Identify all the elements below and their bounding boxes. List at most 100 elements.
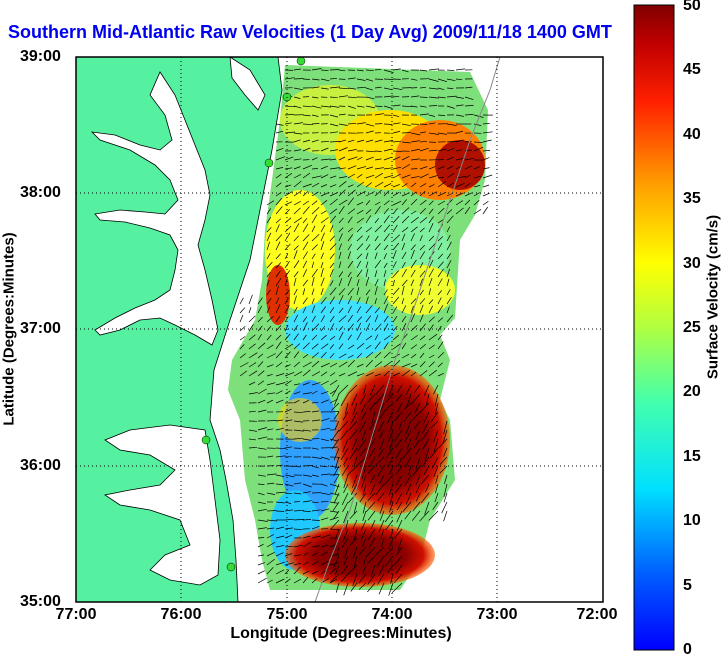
velocity-arrow: [401, 233, 406, 242]
velocity-arrow: [347, 360, 355, 368]
velocity-arrow: [257, 361, 264, 368]
velocity-arrow: [266, 382, 276, 386]
velocity-arrow: [257, 342, 266, 350]
velocity-arrow: [361, 474, 367, 489]
velocity-arrow: [284, 333, 291, 341]
velocity-arrow: [358, 546, 367, 555]
velocity-arrow: [293, 314, 299, 323]
velocity-arrow: [395, 492, 403, 505]
velocity-arrow: [347, 122, 357, 125]
velocity-arrow: [293, 277, 297, 287]
velocity-arrow: [248, 294, 253, 305]
velocity-arrow: [392, 316, 398, 323]
velocity-arrow: [352, 519, 358, 530]
velocity-arrow: [275, 130, 284, 134]
velocity-arrow: [347, 216, 353, 224]
velocity-arrow: [275, 351, 283, 359]
velocity-arrow: [347, 295, 353, 305]
velocity-arrow: [284, 483, 294, 487]
colorbar-tick: 15: [683, 448, 701, 465]
velocity-arrow: [401, 155, 410, 161]
velocity-arrow: [415, 483, 421, 494]
velocity-arrow: [356, 217, 365, 224]
velocity-arrow: [383, 402, 394, 413]
velocity-arrow: [428, 299, 434, 305]
velocity-arrow: [375, 384, 385, 395]
velocity-arrow: [383, 361, 392, 368]
velocity-arrow: [311, 206, 320, 215]
velocity-arrow: [347, 243, 353, 251]
velocity-arrow: [338, 233, 343, 242]
velocity-arrow: [338, 331, 344, 341]
velocity-arrow: [293, 250, 298, 260]
x-tick-label: 73:00: [476, 606, 518, 623]
velocity-arrow: [320, 456, 330, 460]
velocity-arrow: [464, 199, 471, 206]
velocity-arrow: [365, 344, 372, 350]
velocity-arrow: [437, 236, 444, 242]
velocity-arrow: [378, 564, 385, 577]
velocity-arrow: [331, 402, 340, 411]
velocity-arrow: [482, 206, 488, 215]
velocity-arrow: [302, 535, 311, 539]
velocity-arrow: [379, 510, 385, 521]
velocity-arrow: [311, 352, 319, 359]
velocity-arrow: [340, 564, 349, 576]
x-tick-label: 76:00: [160, 606, 202, 623]
velocity-arrow: [434, 393, 439, 407]
velocity-arrow: [419, 298, 426, 305]
velocity-arrow: [392, 150, 402, 152]
velocity-arrow: [446, 297, 452, 305]
velocity-arrow: [378, 447, 385, 457]
velocity-arrow: [275, 362, 283, 368]
velocity-arrow: [437, 207, 445, 215]
velocity-arrow: [401, 215, 410, 224]
velocity-arrow: [446, 172, 455, 179]
velocity-arrow: [369, 384, 376, 396]
x-tick-label: 77:00: [55, 606, 97, 623]
velocity-arrow: [338, 227, 344, 233]
velocity-arrow: [329, 380, 338, 386]
velocity-arrow: [320, 232, 325, 242]
velocity-arrow: [369, 420, 376, 430]
velocity-arrow: [275, 278, 282, 287]
velocity-arrow: [374, 270, 378, 278]
velocity-arrow: [401, 315, 407, 323]
velocity-arrow: [362, 501, 367, 514]
velocity-arrow: [392, 156, 401, 161]
velocity-arrow: [431, 411, 439, 422]
velocity-arrow: [257, 388, 267, 395]
velocity-arrow: [356, 122, 366, 125]
velocity-arrow: [370, 564, 376, 578]
colorbar-tick: 0: [683, 641, 692, 658]
velocity-arrow: [347, 564, 358, 575]
velocity-arrow: [311, 334, 318, 341]
velocity-arrow: [320, 343, 329, 350]
velocity-arrow: [393, 555, 403, 566]
velocity-arrow: [275, 535, 285, 539]
velocity-arrow: [338, 217, 344, 224]
velocity-arrow: [356, 235, 363, 242]
velocity-arrow: [446, 147, 455, 152]
velocity-arrow: [329, 123, 339, 127]
velocity-arrow: [362, 564, 367, 574]
x-tick-label: 75:00: [266, 606, 308, 623]
velocity-arrow: [392, 173, 401, 179]
velocity-arrow: [320, 570, 327, 575]
velocity-arrow: [433, 429, 439, 443]
x-axis-label: Longitude (Degrees:Minutes): [230, 625, 452, 642]
velocity-arrow: [422, 456, 430, 467]
velocity-arrow: [302, 297, 308, 305]
velocity-arrow: [425, 393, 430, 406]
velocity-arrow: [392, 224, 398, 233]
velocity-arrow: [320, 210, 327, 215]
velocity-arrow: [414, 384, 421, 393]
velocity-arrow: [455, 114, 464, 117]
velocity-arrow: [374, 113, 384, 116]
velocity-arrow: [410, 210, 417, 215]
velocity-arrow: [257, 570, 265, 575]
velocity-arrow: [257, 483, 265, 485]
velocity-arrow: [464, 86, 473, 89]
velocity-arrow: [430, 447, 439, 459]
velocity-arrow: [348, 537, 358, 547]
